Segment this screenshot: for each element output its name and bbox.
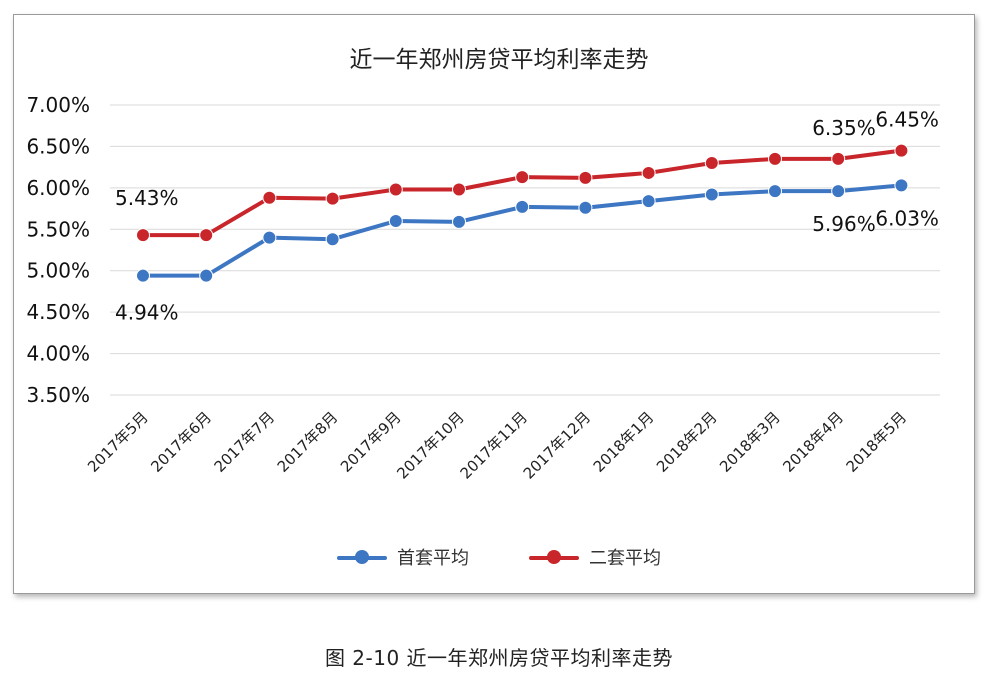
series-1-point — [831, 151, 846, 166]
x-tick-label: 2017年10月 — [393, 408, 467, 482]
legend: 首套平均 二套平均 — [0, 544, 998, 570]
x-tick-label: 2017年11月 — [457, 408, 531, 482]
series-1-point — [388, 182, 403, 197]
x-axis-ticks: 2017年5月2017年6月2017年7月2017年8月2017年9月2017年… — [84, 408, 910, 482]
y-tick-label: 6.00% — [26, 176, 90, 200]
series-1-point — [894, 143, 909, 158]
figure-caption: 图 2-10 近一年郑州房贷平均利率走势 — [324, 646, 674, 670]
series-1-point — [325, 191, 340, 206]
series-1-point — [262, 190, 277, 205]
series-1-point — [641, 165, 656, 180]
series-0-point — [452, 214, 466, 229]
legend-swatch-first — [337, 550, 387, 564]
x-tick-label: 2017年8月 — [274, 408, 342, 476]
data-label: 5.43% — [115, 186, 179, 210]
y-tick-label: 6.50% — [26, 134, 90, 158]
series-0-point — [831, 184, 846, 199]
x-tick-label: 2018年5月 — [843, 408, 911, 476]
series-1-point — [452, 182, 466, 197]
gridlines — [110, 104, 940, 396]
x-tick-label: 2018年2月 — [653, 408, 721, 476]
series-0-point — [704, 187, 719, 202]
series-0-point — [388, 214, 403, 228]
x-tick-label: 2017年12月 — [520, 408, 594, 482]
chart-title: 近一年郑州房贷平均利率走势 — [349, 47, 649, 73]
y-tick-label: 5.00% — [26, 259, 90, 283]
series-1-point — [515, 170, 530, 185]
series-1-point — [199, 228, 214, 243]
x-tick-label: 2017年6月 — [147, 408, 215, 476]
series-line-0 — [141, 183, 904, 278]
y-axis-ticks: 3.50% 4.00% 4.50% 5.00% 5.50% 6.00% 6.50% 7.00% — [26, 93, 90, 407]
series-0-point — [894, 178, 909, 193]
x-tick-label: 2017年9月 — [337, 408, 405, 476]
legend-item-first: 首套平均 — [337, 544, 469, 570]
x-tick-label: 2017年5月 — [84, 408, 152, 476]
data-labels: 4.94% 5.43% 5.96% 6.03% 6.35% 6.45% — [115, 108, 939, 325]
series-0-point — [641, 194, 656, 209]
legend-item-second: 二套平均 — [529, 544, 661, 570]
series-1-point — [768, 151, 782, 166]
data-label: 6.35% — [812, 116, 876, 140]
series-0-point — [136, 268, 150, 283]
y-tick-label: 5.50% — [26, 217, 90, 241]
y-tick-label: 7.00% — [26, 93, 90, 117]
series-0-point — [325, 232, 340, 247]
series-1-point — [704, 156, 719, 170]
y-tick-label: 4.50% — [26, 300, 90, 324]
legend-label-first: 首套平均 — [397, 548, 469, 569]
series-1-point — [578, 170, 593, 185]
data-label: 6.03% — [875, 206, 939, 230]
series-0-point — [262, 230, 277, 245]
data-label: 5.96% — [812, 212, 876, 236]
series-0-point — [578, 200, 593, 215]
x-tick-label: 2017年7月 — [211, 408, 279, 476]
series-0-point — [199, 268, 214, 283]
y-tick-label: 4.00% — [26, 342, 90, 366]
series-1-point — [136, 228, 150, 243]
legend-label-second: 二套平均 — [589, 548, 661, 569]
series-lines — [136, 143, 909, 283]
x-tick-label: 2018年3月 — [716, 408, 784, 476]
series-0-point — [768, 184, 782, 199]
data-label: 6.45% — [875, 108, 939, 132]
series-0-point — [515, 199, 530, 214]
chart-frame — [13, 14, 975, 594]
data-label: 4.94% — [115, 301, 179, 325]
x-tick-label: 2018年1月 — [590, 408, 658, 476]
y-tick-label: 3.50% — [26, 383, 90, 407]
x-tick-label: 2018年4月 — [779, 408, 847, 476]
legend-swatch-second — [529, 550, 579, 564]
